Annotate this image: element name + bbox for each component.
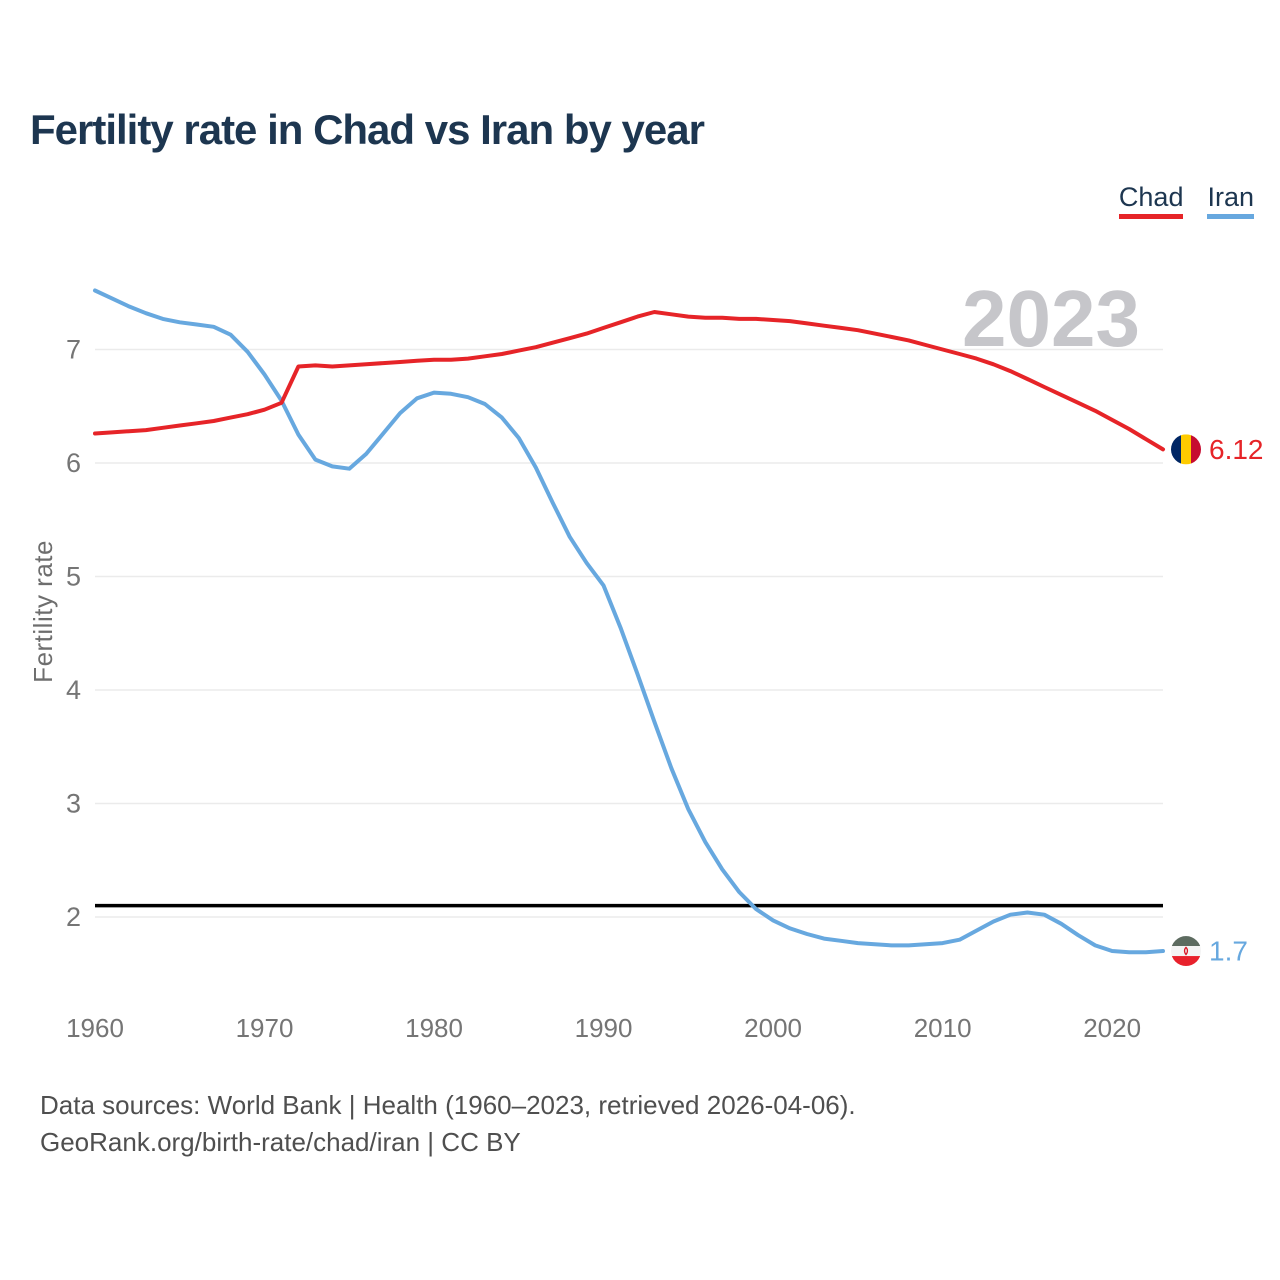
y-tick-label-2: 2: [66, 902, 81, 932]
footer-attribution-line: GeoRank.org/birth-rate/chad/iran | CC BY: [40, 1127, 521, 1157]
x-tick-label-1970: 1970: [236, 1013, 294, 1043]
chad-flag-icon: [1171, 434, 1201, 465]
y-tick-label-3: 3: [66, 789, 81, 819]
y-tick-label-4: 4: [66, 675, 81, 705]
x-tick-label-1960: 1960: [66, 1013, 124, 1043]
chad-line[interactable]: [93, 310, 1165, 452]
chad-end-value: 6.12: [1209, 434, 1264, 465]
legend-item-chad[interactable]: Chad: [1118, 183, 1184, 220]
y-tick-label-7: 7: [66, 335, 81, 365]
y-tick-label-6: 6: [66, 448, 81, 478]
x-tick-label-1990: 1990: [575, 1013, 633, 1043]
y-tick-label-5: 5: [66, 562, 81, 592]
footer: Data sources: World Bank | Health (1960–…: [40, 1087, 856, 1161]
iran-line[interactable]: [93, 288, 1165, 955]
x-tick-label-2000: 2000: [744, 1013, 802, 1043]
iran-emblem: [1183, 946, 1189, 956]
iran-flag-icon: [1171, 936, 1201, 967]
page-title: Fertility rate in Chad vs Iran by year: [30, 106, 705, 153]
x-tick-label-2010: 2010: [914, 1013, 972, 1043]
legend-item-iran[interactable]: Iran: [1207, 183, 1254, 220]
legend: Chad Iran: [1118, 183, 1254, 220]
iran-end-value: 1.7: [1209, 936, 1248, 967]
x-tick-label-2020: 2020: [1083, 1013, 1141, 1043]
footer-sources-line: Data sources: World Bank | Health (1960–…: [40, 1090, 856, 1120]
x-tick-label-1980: 1980: [405, 1013, 463, 1043]
watermark-year: 2023: [962, 274, 1140, 363]
